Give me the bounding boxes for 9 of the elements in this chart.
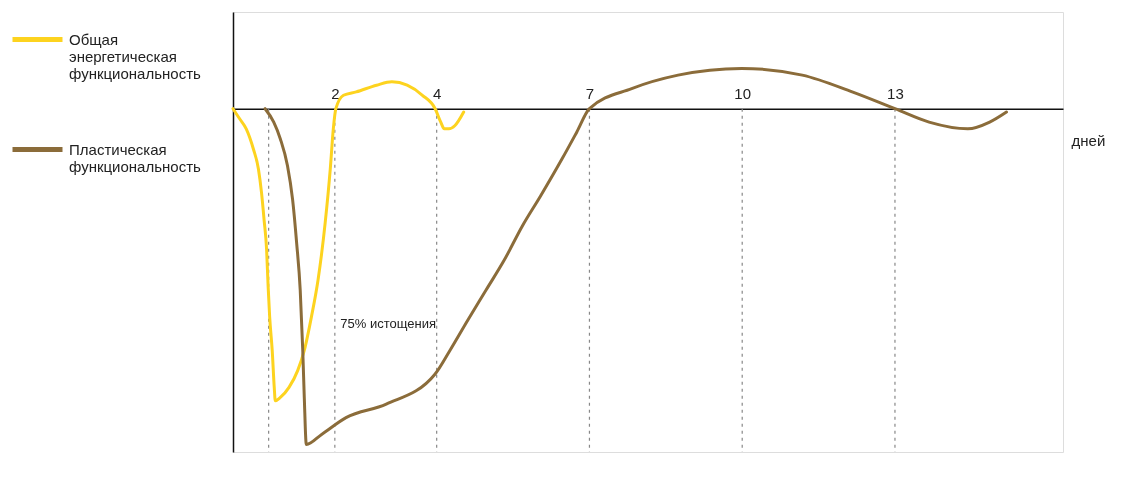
annotation: 75% истощения [340,316,437,332]
x-tick-label: 7 [585,85,595,103]
x-tick-label: 2 [331,85,340,103]
x-tick-label: 4 [433,85,442,103]
x-axis-title: дней [1071,132,1106,150]
legend-label: Общая энергетическая функциональность [69,30,202,82]
x-tick-label: 13 [887,85,904,103]
x-tick-label: 10 [734,85,752,103]
legend-label: Пластическая функциональность [69,140,202,175]
